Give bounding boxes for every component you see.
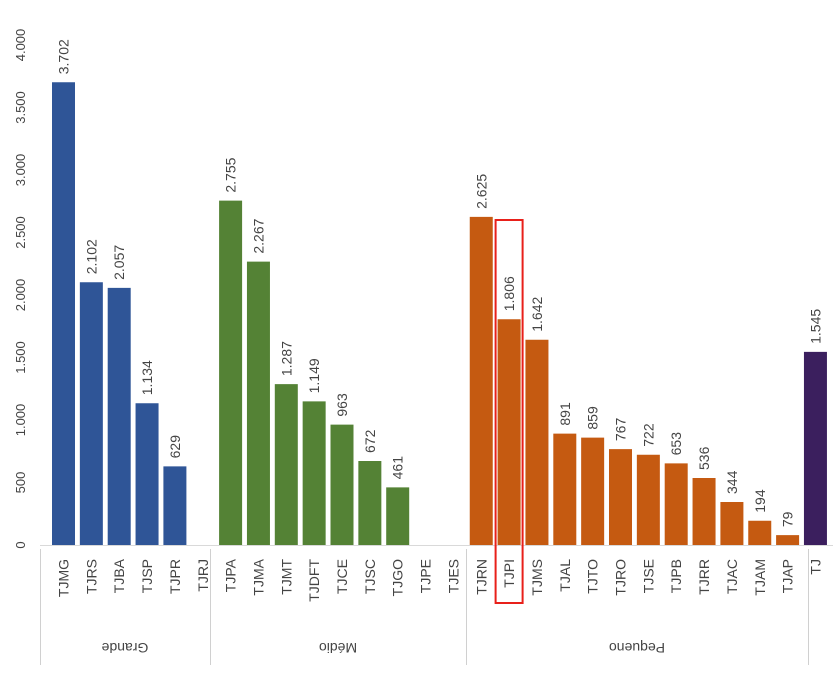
category-label-tjrn: TJRN xyxy=(473,559,489,595)
bar-tjpb xyxy=(664,463,688,545)
category-label-tjma: TJMA xyxy=(250,558,266,595)
bar-tjrn xyxy=(469,216,493,545)
bars xyxy=(52,82,827,545)
y-tick-label: 500 xyxy=(13,472,28,494)
category-label-tjpb: TJPB xyxy=(668,559,684,593)
category-label-tjal: TJAL xyxy=(557,559,573,592)
category-label-tjac: TJAC xyxy=(724,559,740,594)
bar-tjdft xyxy=(302,401,326,545)
value-label-tjba: 2.057 xyxy=(111,245,127,280)
y-tick-label: 2.000 xyxy=(13,279,28,312)
bar-tjrr xyxy=(692,478,716,545)
category-label-tjms: TJMS xyxy=(529,559,545,596)
bar-tjac xyxy=(720,502,744,545)
value-label-tjal: 891 xyxy=(557,402,573,426)
bar-tjgo xyxy=(386,487,410,545)
bar-tjam xyxy=(748,520,772,545)
value-label-tj: 1.545 xyxy=(807,309,823,344)
bar-tjmt xyxy=(274,384,298,545)
category-label-tjmt: TJMT xyxy=(278,559,294,595)
category-label-tjpi: TJPI xyxy=(501,559,517,588)
value-label-tjdft: 1.149 xyxy=(306,358,322,393)
value-label-tjma: 2.267 xyxy=(250,218,266,253)
value-label-tjse: 722 xyxy=(640,423,656,447)
y-tick-label: 0 xyxy=(13,541,28,548)
category-label-tjse: TJSE xyxy=(640,559,656,593)
y-tick-label: 3.500 xyxy=(13,91,28,124)
bar-tj xyxy=(803,351,827,545)
category-label-tjgo: TJGO xyxy=(390,559,406,596)
y-tick-label: 3.000 xyxy=(13,154,28,187)
category-label-tjes: TJES xyxy=(445,559,461,593)
category-label-tjsc: TJSC xyxy=(362,559,378,594)
value-label-tjpa: 2.755 xyxy=(223,157,239,192)
value-label-tjrr: 536 xyxy=(696,446,712,470)
bar-tjal xyxy=(553,433,577,545)
value-label-tjrn: 2.625 xyxy=(473,174,489,209)
bar-tjms xyxy=(525,339,549,545)
category-label-tjba: TJBA xyxy=(111,558,127,593)
value-label-tjro: 767 xyxy=(613,418,629,442)
category-labels: TJMG TJRS TJBA TJSP TJPR TJRJ TJPA TJMA TJMT TJDF… xyxy=(56,558,824,601)
bar-tjce xyxy=(330,424,354,545)
category-label-tjro: TJRO xyxy=(613,559,629,596)
category-label-tjsp: TJSP xyxy=(139,559,155,593)
bar-tjrs xyxy=(79,282,103,545)
bar-tjsp xyxy=(135,403,159,545)
value-label-tjms: 1.642 xyxy=(529,297,545,332)
value-label-tjto: 859 xyxy=(585,406,601,430)
bar-tjpa xyxy=(219,200,243,545)
value-label-tjce: 963 xyxy=(334,393,350,417)
category-label-tjpa: TJPA xyxy=(223,558,239,592)
bar-tjsc xyxy=(358,461,382,545)
y-tick-label: 2.500 xyxy=(13,216,28,249)
category-label-tjap: TJAP xyxy=(780,559,796,593)
group-label-grande: Grande xyxy=(101,640,148,656)
bar-tjma xyxy=(246,261,270,545)
category-label-tjdft: TJDFT xyxy=(306,559,322,602)
y-axis: 0 500 1.000 1.500 2.000 2.500 3.000 3.500 4.000 xyxy=(13,29,833,549)
value-label-tjmt: 1.287 xyxy=(278,341,294,376)
value-label-tjpi: 1.806 xyxy=(501,276,517,311)
value-label-tjsc: 672 xyxy=(362,429,378,453)
value-label-tjrs: 2.102 xyxy=(83,239,99,274)
category-label-tjrr: TJRR xyxy=(696,559,712,595)
bar-tjap xyxy=(776,535,800,545)
group-label-pequeno: Pequeno xyxy=(609,640,665,656)
bar-tjpr xyxy=(163,466,187,545)
value-labels: 3.702 2.102 2.057 1.134 629 2.755 2.267 1.287 1.… xyxy=(56,39,824,527)
bar-tjmg xyxy=(52,82,75,545)
category-label-tj: TJ xyxy=(807,559,823,575)
category-label-tjpe: TJPE xyxy=(418,559,434,593)
value-label-tjac: 344 xyxy=(724,470,740,494)
highlight-box xyxy=(494,219,524,604)
value-label-tjsp: 1.134 xyxy=(139,360,155,395)
bar-tjro xyxy=(609,449,632,545)
bar-tjpi xyxy=(497,319,521,545)
category-label-tjce: TJCE xyxy=(334,559,350,594)
value-label-tjmg: 3.702 xyxy=(56,39,72,74)
category-label-tjam: TJAM xyxy=(752,559,768,596)
highlight xyxy=(494,219,524,604)
group-label-médio: Médio xyxy=(319,640,357,656)
category-label-tjrj: TJRJ xyxy=(195,559,211,592)
category-label-tjpr: TJPR xyxy=(167,559,183,594)
y-tick-label: 4.000 xyxy=(13,29,28,62)
bar-tjba xyxy=(107,287,131,545)
value-label-tjap: 79 xyxy=(780,511,796,527)
bar-tjto xyxy=(581,437,605,545)
value-label-tjam: 194 xyxy=(752,489,768,513)
y-tick-label: 1.000 xyxy=(13,404,28,437)
value-label-tjpb: 653 xyxy=(668,432,684,456)
category-label-tjrs: TJRS xyxy=(83,559,99,594)
category-label-tjto: TJTO xyxy=(585,559,601,594)
value-label-tjpr: 629 xyxy=(167,435,183,459)
y-tick-label: 1.500 xyxy=(13,341,28,374)
bar-tjse xyxy=(636,454,660,545)
value-label-tjgo: 461 xyxy=(390,456,406,480)
category-label-tjmg: TJMG xyxy=(56,559,72,597)
group-axis: Grande Médio Pequeno xyxy=(40,549,809,665)
